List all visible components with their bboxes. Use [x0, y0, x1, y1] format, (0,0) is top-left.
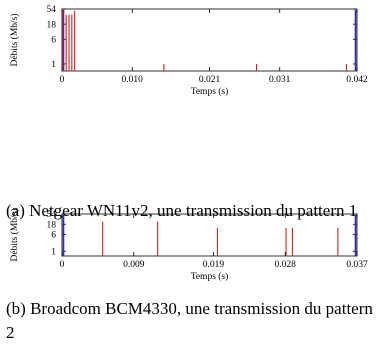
- chart-a: 1 6 18 54 0 0.010 0.021 0.031 0.042 Temps (s) Débi…: [9, 5, 368, 97]
- caption-b: (b) Broadcom BCM4330, une transmission d…: [6, 299, 373, 342]
- x-tick-label: 0: [60, 260, 65, 270]
- plot-frame: [61, 8, 358, 72]
- x-tick-label: 0: [60, 75, 65, 85]
- x-axis-label: Temps (s): [191, 271, 229, 282]
- y-axis-label: Débits (Mb/s): [9, 13, 20, 66]
- x-tick-label: 0.009: [123, 260, 145, 270]
- y-tick-label: 54: [47, 210, 57, 220]
- y-tick-label: 1: [51, 247, 56, 257]
- x-axis-label: Temps (s): [191, 86, 229, 97]
- y-tick-label: 54: [47, 5, 57, 15]
- x-tick-label: 0.042: [346, 75, 368, 85]
- x-tick-label: 0.031: [269, 75, 291, 85]
- y-tick-label: 6: [51, 231, 56, 241]
- y-tick-label: 6: [51, 35, 56, 45]
- x-tick-label: 0.037: [346, 260, 368, 270]
- x-tick-label: 0.019: [203, 260, 225, 270]
- x-tick-label: 0.021: [199, 75, 221, 85]
- y-axis-label: Débits (Mb/s): [9, 208, 20, 261]
- y-tick-label: 18: [47, 20, 57, 30]
- y-tick-label: 18: [47, 220, 57, 230]
- plot-frame: [61, 213, 358, 257]
- x-tick-label: 0.028: [275, 260, 297, 270]
- caption-a: (a) Netgear WN11v2, une transmission du …: [6, 201, 358, 220]
- y-tick-label: 1: [51, 60, 56, 70]
- x-tick-label: 0.010: [122, 75, 144, 85]
